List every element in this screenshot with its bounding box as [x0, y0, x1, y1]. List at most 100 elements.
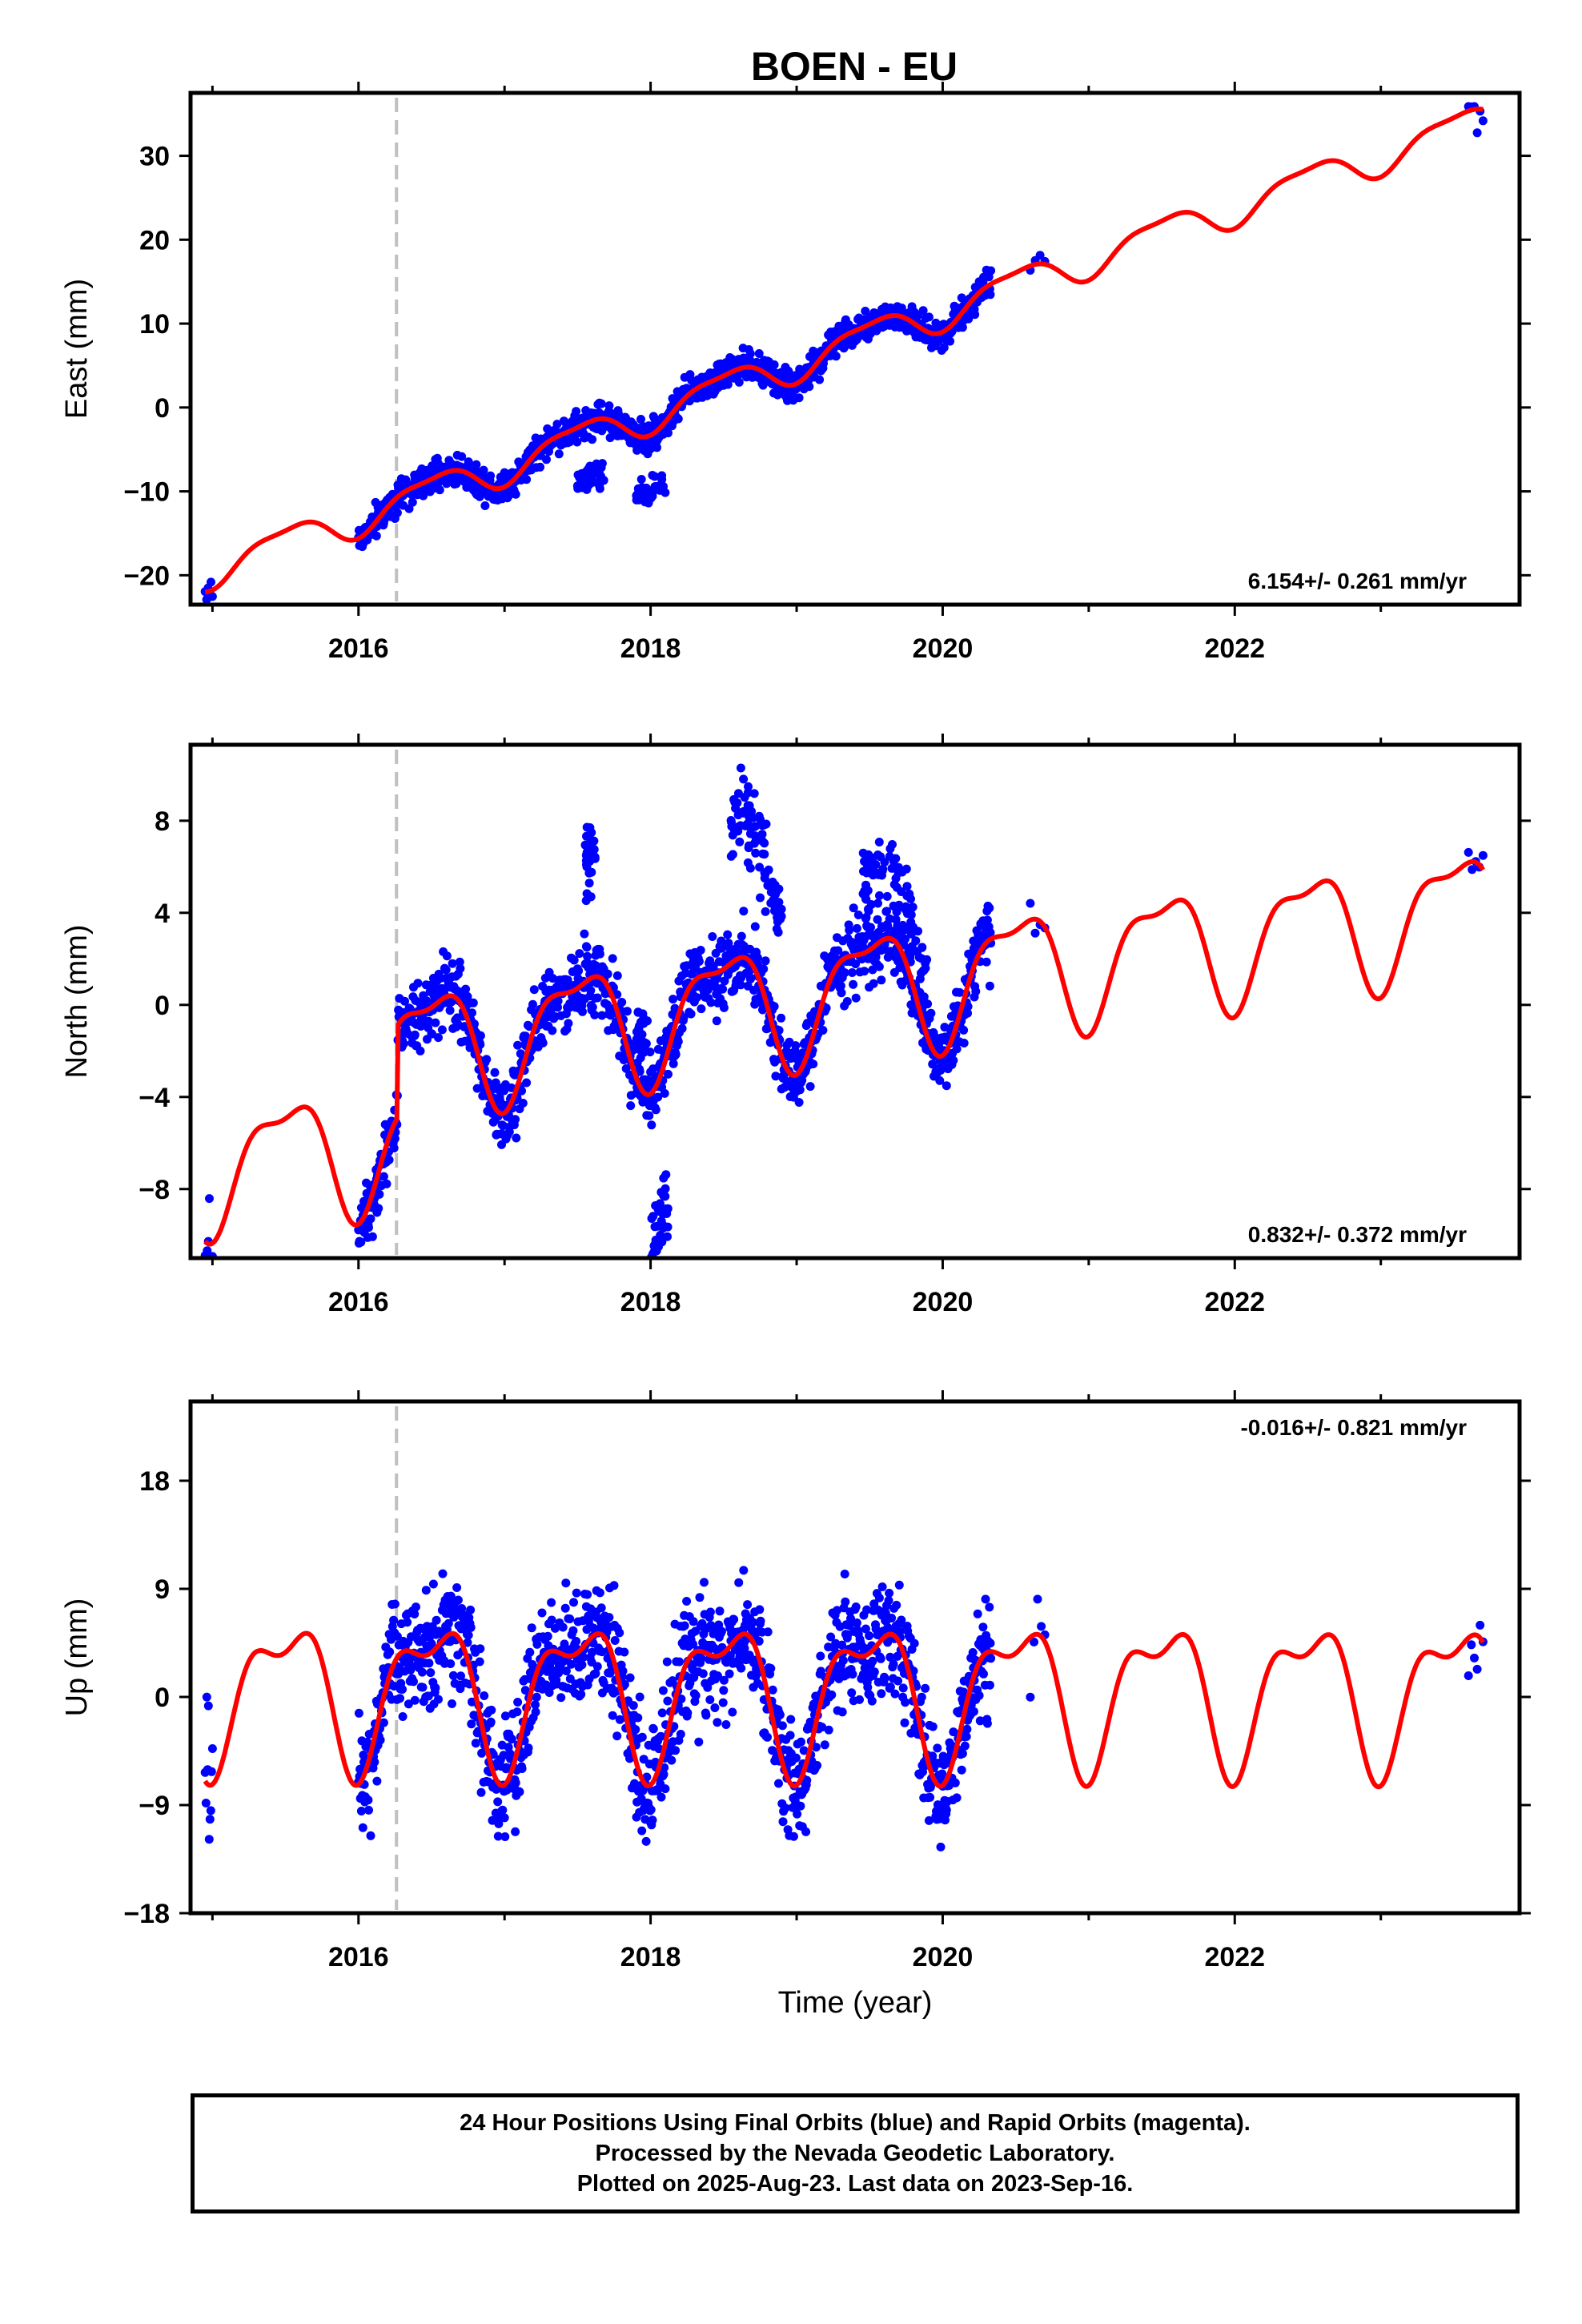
observation-point	[573, 470, 583, 480]
observation-point	[565, 437, 575, 447]
observation-point	[799, 1746, 809, 1755]
observation-point	[582, 822, 592, 832]
observation-point	[842, 997, 852, 1006]
observation-point	[518, 1099, 528, 1108]
y-tick-label: 18	[139, 1466, 170, 1497]
observation-point	[520, 1686, 530, 1695]
observation-point	[569, 1598, 578, 1607]
x-tick-label: 2020	[913, 1942, 974, 1972]
observation-point	[935, 1076, 945, 1085]
observation-point	[759, 964, 769, 974]
observation-point	[751, 848, 761, 858]
observation-point	[725, 1669, 734, 1679]
observation-point	[689, 1639, 697, 1649]
observation-point	[448, 959, 457, 968]
observation-point	[1026, 899, 1035, 908]
observation-point	[480, 501, 490, 510]
observation-point	[917, 943, 927, 952]
observation-points	[200, 763, 1488, 1258]
observation-point	[652, 1786, 662, 1795]
observation-point	[970, 310, 980, 320]
observation-point	[917, 1692, 926, 1702]
observation-point	[597, 1647, 607, 1657]
observation-point	[884, 1596, 893, 1606]
observation-point	[1476, 1620, 1485, 1630]
observation-point	[847, 1688, 857, 1698]
observation-point	[715, 1606, 725, 1616]
observation-point	[375, 1189, 384, 1199]
observation-point	[737, 1663, 746, 1673]
observation-point	[625, 1673, 635, 1683]
observation-point	[424, 1659, 434, 1668]
observation-point	[475, 1657, 484, 1667]
observation-point	[933, 1743, 942, 1753]
observation-point	[805, 382, 814, 392]
observation-point	[412, 1602, 420, 1612]
observation-point	[852, 1618, 861, 1627]
observation-point	[662, 1657, 672, 1667]
observation-point	[513, 1040, 523, 1050]
observation-point	[817, 1723, 827, 1732]
observation-point	[700, 1578, 709, 1587]
observation-point	[718, 1698, 728, 1707]
observation-point	[426, 1668, 436, 1678]
observation-point	[517, 1086, 526, 1096]
rate-annotation: 0.832+/- 0.372 mm/yr	[1248, 1222, 1467, 1247]
observation-point	[513, 1698, 523, 1707]
observation-point	[356, 1807, 366, 1815]
observation-point	[359, 1751, 368, 1759]
observation-point	[756, 1616, 765, 1626]
observation-point	[867, 1696, 877, 1706]
observation-point	[538, 1038, 548, 1047]
observation-point	[371, 531, 381, 541]
observation-point	[837, 1640, 847, 1650]
x-tick-label: 2016	[328, 1942, 389, 1972]
observation-point	[467, 1719, 476, 1729]
observation-point	[635, 1692, 644, 1702]
observation-point	[431, 1683, 440, 1693]
observation-point	[669, 1059, 678, 1068]
observation-point	[434, 1695, 443, 1704]
observation-point	[396, 1694, 404, 1703]
observation-point	[382, 1179, 391, 1188]
observation-point	[774, 1026, 784, 1035]
observation-point	[574, 966, 584, 975]
observation-point	[986, 928, 995, 937]
y-tick-label: 9	[155, 1574, 170, 1605]
observation-point	[456, 1671, 465, 1681]
observation-point	[971, 987, 981, 996]
observation-point	[1030, 928, 1040, 938]
observation-point	[527, 1623, 536, 1633]
observation-point	[618, 1667, 628, 1676]
observation-point	[892, 907, 901, 917]
observation-point	[441, 965, 451, 975]
observation-point	[962, 1732, 971, 1741]
observation-point	[379, 1172, 388, 1181]
observation-point	[575, 480, 584, 490]
observation-point	[452, 1583, 462, 1592]
observation-point	[358, 1823, 367, 1832]
observation-point	[703, 1683, 713, 1692]
observation-point	[981, 1594, 990, 1604]
observation-point	[626, 1101, 636, 1111]
observation-point	[986, 1638, 995, 1648]
observation-point	[805, 1717, 815, 1727]
observation-point	[389, 1144, 399, 1153]
observation-point	[852, 923, 861, 933]
observation-point	[384, 1155, 394, 1164]
observation-point	[952, 1044, 962, 1054]
model-curve	[203, 1630, 1485, 1790]
observation-point	[786, 1715, 796, 1724]
observation-point	[410, 1610, 420, 1618]
observation-point	[625, 1754, 634, 1763]
observation-point	[985, 1602, 994, 1612]
observation-point	[531, 1700, 540, 1710]
observation-point	[663, 1696, 673, 1706]
observation-point	[205, 1815, 215, 1824]
observation-point	[586, 986, 596, 995]
observation-point	[547, 1598, 556, 1607]
observation-point	[861, 854, 871, 863]
observation-point	[677, 1695, 686, 1703]
observation-point	[633, 1713, 643, 1723]
